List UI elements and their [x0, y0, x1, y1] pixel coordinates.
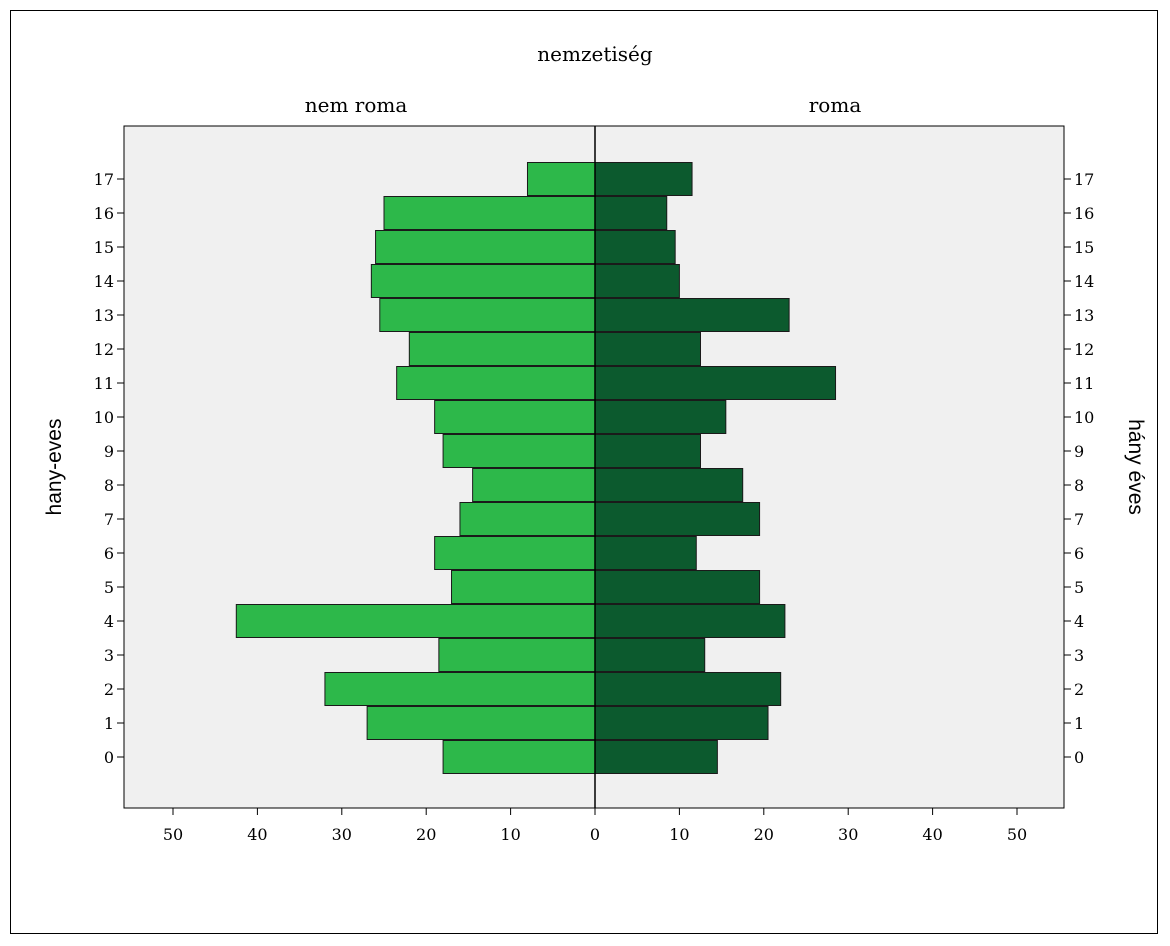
bar-nem-roma-5	[451, 570, 596, 604]
y-tick-label-left-6: 6	[104, 544, 114, 563]
bars-roma	[594, 162, 837, 774]
bar-roma-17	[594, 162, 693, 196]
y-tick-label-left-13: 13	[94, 306, 114, 325]
chart-frame: nemzetiség nem roma roma 0 1 2 3 4 5 6 7 8 9 10 11 1…	[10, 10, 1158, 934]
bar-roma-13	[594, 298, 790, 332]
x-tick-label-0: 50	[163, 825, 183, 844]
bar-roma-2	[594, 672, 782, 706]
y-tick-label-right-12: 12	[1074, 340, 1094, 359]
bar-roma-8	[594, 468, 744, 502]
y-tick-label-right-7: 7	[1074, 510, 1084, 529]
y-tick-label-right-0: 0	[1074, 748, 1084, 767]
y-tick-label-left-3: 3	[104, 646, 114, 665]
bar-roma-4	[594, 604, 786, 638]
y-tick-label-left-15: 15	[94, 238, 114, 257]
bar-nem-roma-3	[438, 638, 596, 672]
bars-nem-roma	[235, 162, 596, 774]
x-tick-label-7: 20	[754, 825, 774, 844]
y-tick-label-right-10: 10	[1074, 408, 1094, 427]
y-tick-label-left-1: 1	[104, 714, 114, 733]
bar-nem-roma-9	[442, 434, 596, 468]
y-axis-label-right: hány éves	[1124, 419, 1147, 515]
bar-roma-6	[594, 536, 697, 570]
bar-roma-0	[594, 740, 718, 774]
bar-nem-roma-0	[442, 740, 596, 774]
bar-roma-1	[594, 706, 769, 740]
bar-nem-roma-10	[434, 400, 596, 434]
bar-roma-12	[594, 332, 701, 366]
x-tick-label-8: 30	[838, 825, 858, 844]
y-tick-label-right-9: 9	[1074, 442, 1084, 461]
y-tick-label-right-15: 15	[1074, 238, 1094, 257]
bar-roma-5	[594, 570, 761, 604]
bar-nem-roma-14	[370, 264, 596, 298]
x-tick-label-4: 10	[500, 825, 520, 844]
bar-roma-10	[594, 400, 727, 434]
y-tick-label-left-4: 4	[104, 612, 114, 631]
bar-roma-11	[594, 366, 837, 400]
y-tick-label-right-3: 3	[1074, 646, 1084, 665]
bar-nem-roma-11	[396, 366, 596, 400]
x-tick-label-6: 10	[669, 825, 689, 844]
y-tick-label-right-13: 13	[1074, 306, 1094, 325]
y-tick-label-left-12: 12	[94, 340, 114, 359]
y-tick-label-left-17: 17	[94, 170, 114, 189]
bar-roma-3	[594, 638, 706, 672]
series-header-roma: roma	[809, 93, 862, 117]
y-tick-label-right-17: 17	[1074, 170, 1094, 189]
y-tick-label-right-6: 6	[1074, 544, 1084, 563]
y-tick-label-right-4: 4	[1074, 612, 1084, 631]
bar-nem-roma-4	[235, 604, 596, 638]
bar-roma-16	[594, 196, 668, 230]
y-tick-label-left-7: 7	[104, 510, 114, 529]
y-axis-label-left: hany-eves	[43, 419, 66, 516]
y-tick-label-right-2: 2	[1074, 680, 1084, 699]
y-tick-label-right-1: 1	[1074, 714, 1084, 733]
bar-nem-roma-17	[526, 162, 596, 196]
x-tick-label-5: 0	[590, 825, 600, 844]
y-tick-label-right-8: 8	[1074, 476, 1084, 495]
series-header-nem-roma: nem roma	[305, 93, 408, 117]
y-tick-label-right-11: 11	[1074, 374, 1094, 393]
bar-nem-roma-13	[379, 298, 596, 332]
y-tick-label-right-5: 5	[1074, 578, 1084, 597]
y-tick-label-left-8: 8	[104, 476, 114, 495]
y-tick-label-left-9: 9	[104, 442, 114, 461]
bar-nem-roma-12	[408, 332, 596, 366]
bar-nem-roma-2	[324, 672, 596, 706]
x-tick-label-3: 20	[416, 825, 436, 844]
x-tick-label-2: 30	[332, 825, 352, 844]
y-tick-label-right-16: 16	[1074, 204, 1094, 223]
y-tick-label-left-0: 0	[104, 748, 114, 767]
x-tick-label-1: 40	[247, 825, 267, 844]
x-tick-label-9: 40	[922, 825, 942, 844]
bar-roma-7	[594, 502, 761, 536]
bar-nem-roma-16	[383, 196, 596, 230]
chart-title: nemzetiség	[537, 42, 653, 66]
bar-roma-9	[594, 434, 701, 468]
x-axis: 50 40 30 20 10 0 10 20 30 40 50	[163, 808, 1027, 844]
bar-roma-15	[594, 230, 676, 264]
y-tick-label-left-5: 5	[104, 578, 114, 597]
y-tick-label-left-10: 10	[94, 408, 114, 427]
bar-nem-roma-8	[472, 468, 596, 502]
bar-nem-roma-15	[375, 230, 596, 264]
x-tick-label-10: 50	[1007, 825, 1027, 844]
bar-nem-roma-7	[459, 502, 596, 536]
y-tick-label-left-14: 14	[94, 272, 114, 291]
population-pyramid-chart: nemzetiség nem roma roma 012345678910111…	[43, 42, 1147, 844]
y-tick-label-right-14: 14	[1074, 272, 1094, 291]
bar-nem-roma-6	[434, 536, 596, 570]
y-tick-label-left-2: 2	[104, 680, 114, 699]
bar-roma-14	[594, 264, 680, 298]
bar-nem-roma-1	[366, 706, 596, 740]
y-tick-label-left-16: 16	[94, 204, 114, 223]
y-tick-label-left-11: 11	[94, 374, 114, 393]
